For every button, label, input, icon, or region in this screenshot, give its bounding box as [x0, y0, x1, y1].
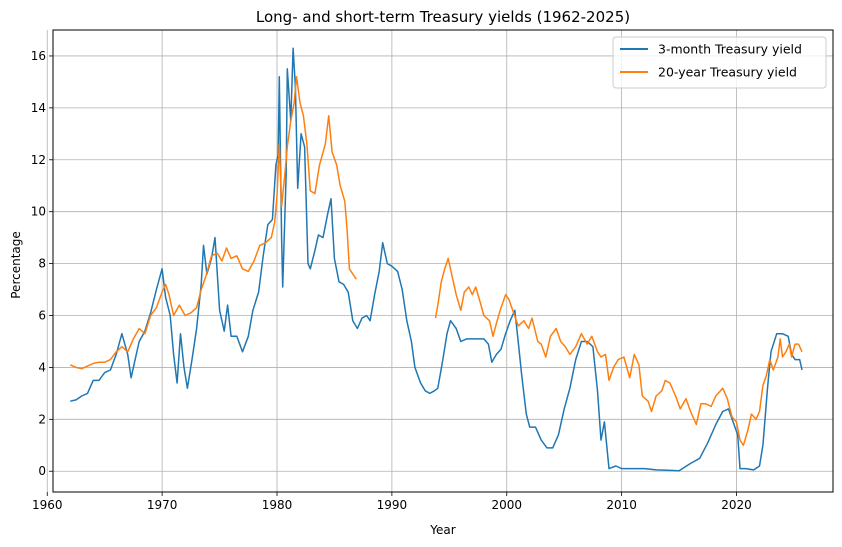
- x-axis-label: Year: [429, 523, 455, 537]
- legend-label-20-year: 20-year Treasury yield: [658, 65, 797, 80]
- x-tick-label: 1990: [377, 498, 408, 512]
- y-tick-label: 16: [31, 49, 46, 63]
- y-axis-ticks: 0 2 4 6 8 10 12 14 16: [31, 49, 53, 478]
- x-tick-label: 1970: [147, 498, 178, 512]
- x-tick-label: 1960: [32, 498, 63, 512]
- legend-box: [612, 36, 827, 89]
- x-tick-label: 2020: [721, 498, 752, 512]
- x-tick-label: 2000: [491, 498, 522, 512]
- plot-frame: [52, 29, 834, 493]
- y-tick-label: 2: [38, 412, 46, 426]
- x-tick-label: 2010: [606, 498, 637, 512]
- y-axis-label: Percentage: [9, 231, 23, 299]
- y-tick-label: 10: [31, 205, 46, 219]
- chart-title: Long- and short-term Treasury yields (19…: [256, 8, 630, 26]
- legend-label-3-month: 3-month Treasury yield: [658, 42, 802, 57]
- y-tick-label: 12: [31, 153, 46, 167]
- y-tick-label: 0: [38, 464, 46, 478]
- series-layer: [69, 47, 803, 472]
- legend: 3-month Treasury yield 20-year Treasury …: [612, 36, 827, 89]
- grid: [46, 30, 833, 492]
- series-line-20-year-treasury-yield: [434, 257, 803, 447]
- y-tick-label: 4: [38, 360, 46, 374]
- x-axis-ticks: 1960 1970 1980 1990 2000 2010 2020: [32, 492, 752, 512]
- series-line-3-month-treasury-yield: [70, 47, 803, 472]
- y-tick-label: 6: [38, 309, 46, 323]
- series-line-20-year-treasury-yield: [69, 75, 357, 370]
- x-tick-label: 1980: [262, 498, 293, 512]
- y-tick-label: 8: [38, 257, 46, 271]
- y-tick-label: 14: [31, 101, 46, 115]
- plot-background: [53, 30, 833, 492]
